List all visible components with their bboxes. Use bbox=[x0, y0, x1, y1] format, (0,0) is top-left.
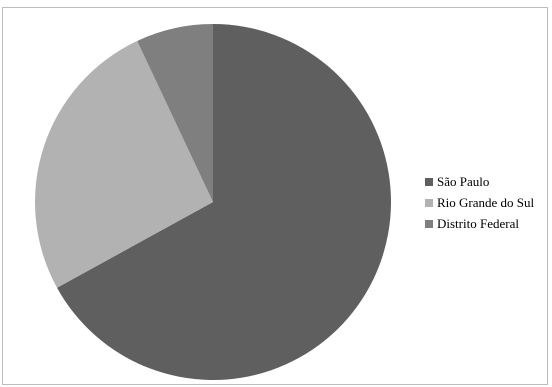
legend-item-rio-grande-do-sul: Rio Grande do Sul bbox=[425, 192, 534, 213]
legend-swatch-rio-grande-do-sul bbox=[425, 198, 433, 207]
legend: São Paulo Rio Grande do Sul Distrito Fed… bbox=[425, 171, 534, 234]
legend-label-distrito-federal: Distrito Federal bbox=[437, 215, 519, 231]
legend-swatch-distrito-federal bbox=[425, 219, 433, 228]
chart-area: São Paulo Rio Grande do Sul Distrito Fed… bbox=[2, 7, 548, 385]
pie-slice-distrito-federal bbox=[137, 24, 213, 202]
legend-label-rio-grande-do-sul: Rio Grande do Sul bbox=[437, 194, 535, 210]
legend-label-sao-paulo: São Paulo bbox=[437, 173, 490, 189]
legend-swatch-sao-paulo bbox=[425, 177, 433, 186]
legend-item-distrito-federal: Distrito Federal bbox=[425, 213, 534, 234]
pie-slice-sao-paulo bbox=[57, 24, 392, 380]
legend-item-sao-paulo: São Paulo bbox=[425, 171, 534, 192]
pie-slice-rio-grande-do-sul bbox=[35, 40, 213, 288]
pie-chart bbox=[35, 24, 392, 380]
